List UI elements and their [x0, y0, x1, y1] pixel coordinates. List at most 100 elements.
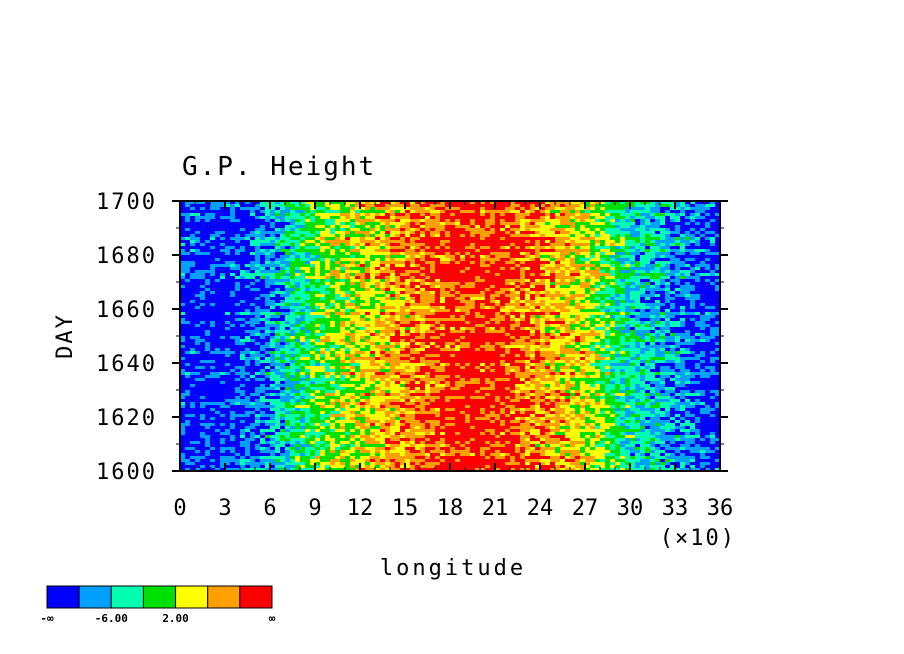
heatmap-cell	[280, 294, 286, 298]
heatmap-cell	[685, 282, 691, 286]
heatmap-cell	[445, 255, 451, 259]
heatmap-cell	[275, 231, 281, 235]
heatmap-cell	[380, 336, 386, 340]
heatmap-cell	[470, 213, 476, 217]
heatmap-cell	[470, 333, 476, 337]
heatmap-cell	[325, 225, 331, 229]
heatmap-cell	[440, 225, 446, 229]
heatmap-cell	[395, 252, 401, 256]
heatmap-cell	[445, 243, 451, 247]
heatmap-cell	[675, 237, 681, 241]
heatmap-cell	[590, 261, 596, 265]
heatmap-cell	[540, 327, 546, 331]
heatmap-cell	[435, 258, 441, 262]
heatmap-cell	[250, 294, 256, 298]
heatmap-cell	[385, 204, 391, 208]
heatmap-cell	[230, 309, 236, 313]
heatmap-cell	[650, 243, 656, 247]
heatmap-cell	[440, 312, 446, 316]
heatmap-cell	[675, 213, 681, 217]
heatmap-cell	[230, 273, 236, 277]
heatmap-cell	[205, 231, 211, 235]
heatmap-cell	[185, 288, 191, 292]
heatmap-cell	[255, 282, 261, 286]
heatmap-cell	[665, 210, 671, 214]
heatmap-cell	[490, 222, 496, 226]
heatmap-cell	[615, 237, 621, 241]
heatmap-cell	[310, 291, 316, 295]
heatmap-cell	[415, 261, 421, 265]
heatmap-cell	[355, 336, 361, 340]
heatmap-cell	[705, 336, 711, 340]
heatmap-cell	[670, 234, 676, 238]
heatmap-cell	[510, 324, 516, 328]
heatmap-cell	[620, 309, 626, 313]
heatmap-cell	[475, 315, 481, 319]
heatmap-cell	[655, 243, 661, 247]
heatmap-cell	[330, 267, 336, 271]
heatmap-cell	[355, 267, 361, 271]
heatmap-cell	[355, 231, 361, 235]
heatmap-cell	[315, 270, 321, 274]
heatmap-cell	[340, 231, 346, 235]
heatmap-cell	[310, 321, 316, 325]
heatmap-cell	[435, 285, 441, 289]
heatmap-cell	[590, 210, 596, 214]
heatmap-cell	[390, 330, 396, 334]
heatmap-cell	[195, 279, 201, 283]
heatmap-cell	[590, 216, 596, 220]
heatmap-cell	[505, 309, 511, 313]
heatmap-cell	[640, 264, 646, 268]
heatmap-cell	[625, 291, 631, 295]
heatmap-cell	[230, 243, 236, 247]
heatmap-cell	[560, 222, 566, 226]
heatmap-cell	[665, 270, 671, 274]
heatmap-cell	[190, 318, 196, 322]
heatmap-cell	[300, 225, 306, 229]
heatmap-cell	[685, 327, 691, 331]
heatmap-cell	[395, 321, 401, 325]
heatmap-cell	[605, 225, 611, 229]
heatmap-cell	[345, 207, 351, 211]
heatmap-cell	[485, 273, 491, 277]
heatmap-cell	[460, 327, 466, 331]
heatmap-cell	[695, 207, 701, 211]
heatmap-cell	[535, 285, 541, 289]
heatmap-cell	[205, 321, 211, 325]
heatmap-cell	[375, 246, 381, 250]
heatmap-cell	[475, 210, 481, 214]
heatmap-cell	[185, 201, 191, 205]
heatmap-cell	[190, 240, 196, 244]
heatmap-cell	[360, 297, 366, 301]
heatmap-cell	[270, 291, 276, 295]
heatmap-cell	[555, 300, 561, 304]
heatmap-cell	[555, 204, 561, 208]
heatmap-cell	[345, 252, 351, 256]
heatmap-cell	[315, 228, 321, 232]
heatmap-cell	[295, 330, 301, 334]
heatmap-cell	[205, 276, 211, 280]
heatmap-cell	[405, 336, 411, 340]
heatmap-cell	[475, 207, 481, 211]
heatmap-cell	[645, 222, 651, 226]
heatmap-cell	[445, 240, 451, 244]
heatmap-cell	[685, 300, 691, 304]
heatmap-cell	[440, 252, 446, 256]
heatmap-cell	[380, 264, 386, 268]
heatmap-cell	[210, 324, 216, 328]
heatmap-cell	[270, 240, 276, 244]
heatmap-cell	[310, 315, 316, 319]
heatmap-cell	[505, 225, 511, 229]
heatmap-cell	[660, 243, 666, 247]
heatmap-cell	[645, 267, 651, 271]
heatmap-cell	[280, 306, 286, 310]
heatmap-cell	[485, 315, 491, 319]
heatmap-cell	[540, 231, 546, 235]
heatmap-cell	[340, 291, 346, 295]
heatmap-cell	[390, 324, 396, 328]
heatmap-cell	[225, 291, 231, 295]
heatmap-cell	[410, 258, 416, 262]
heatmap-cell	[200, 303, 206, 307]
heatmap-cell	[525, 246, 531, 250]
heatmap-cell	[190, 261, 196, 265]
